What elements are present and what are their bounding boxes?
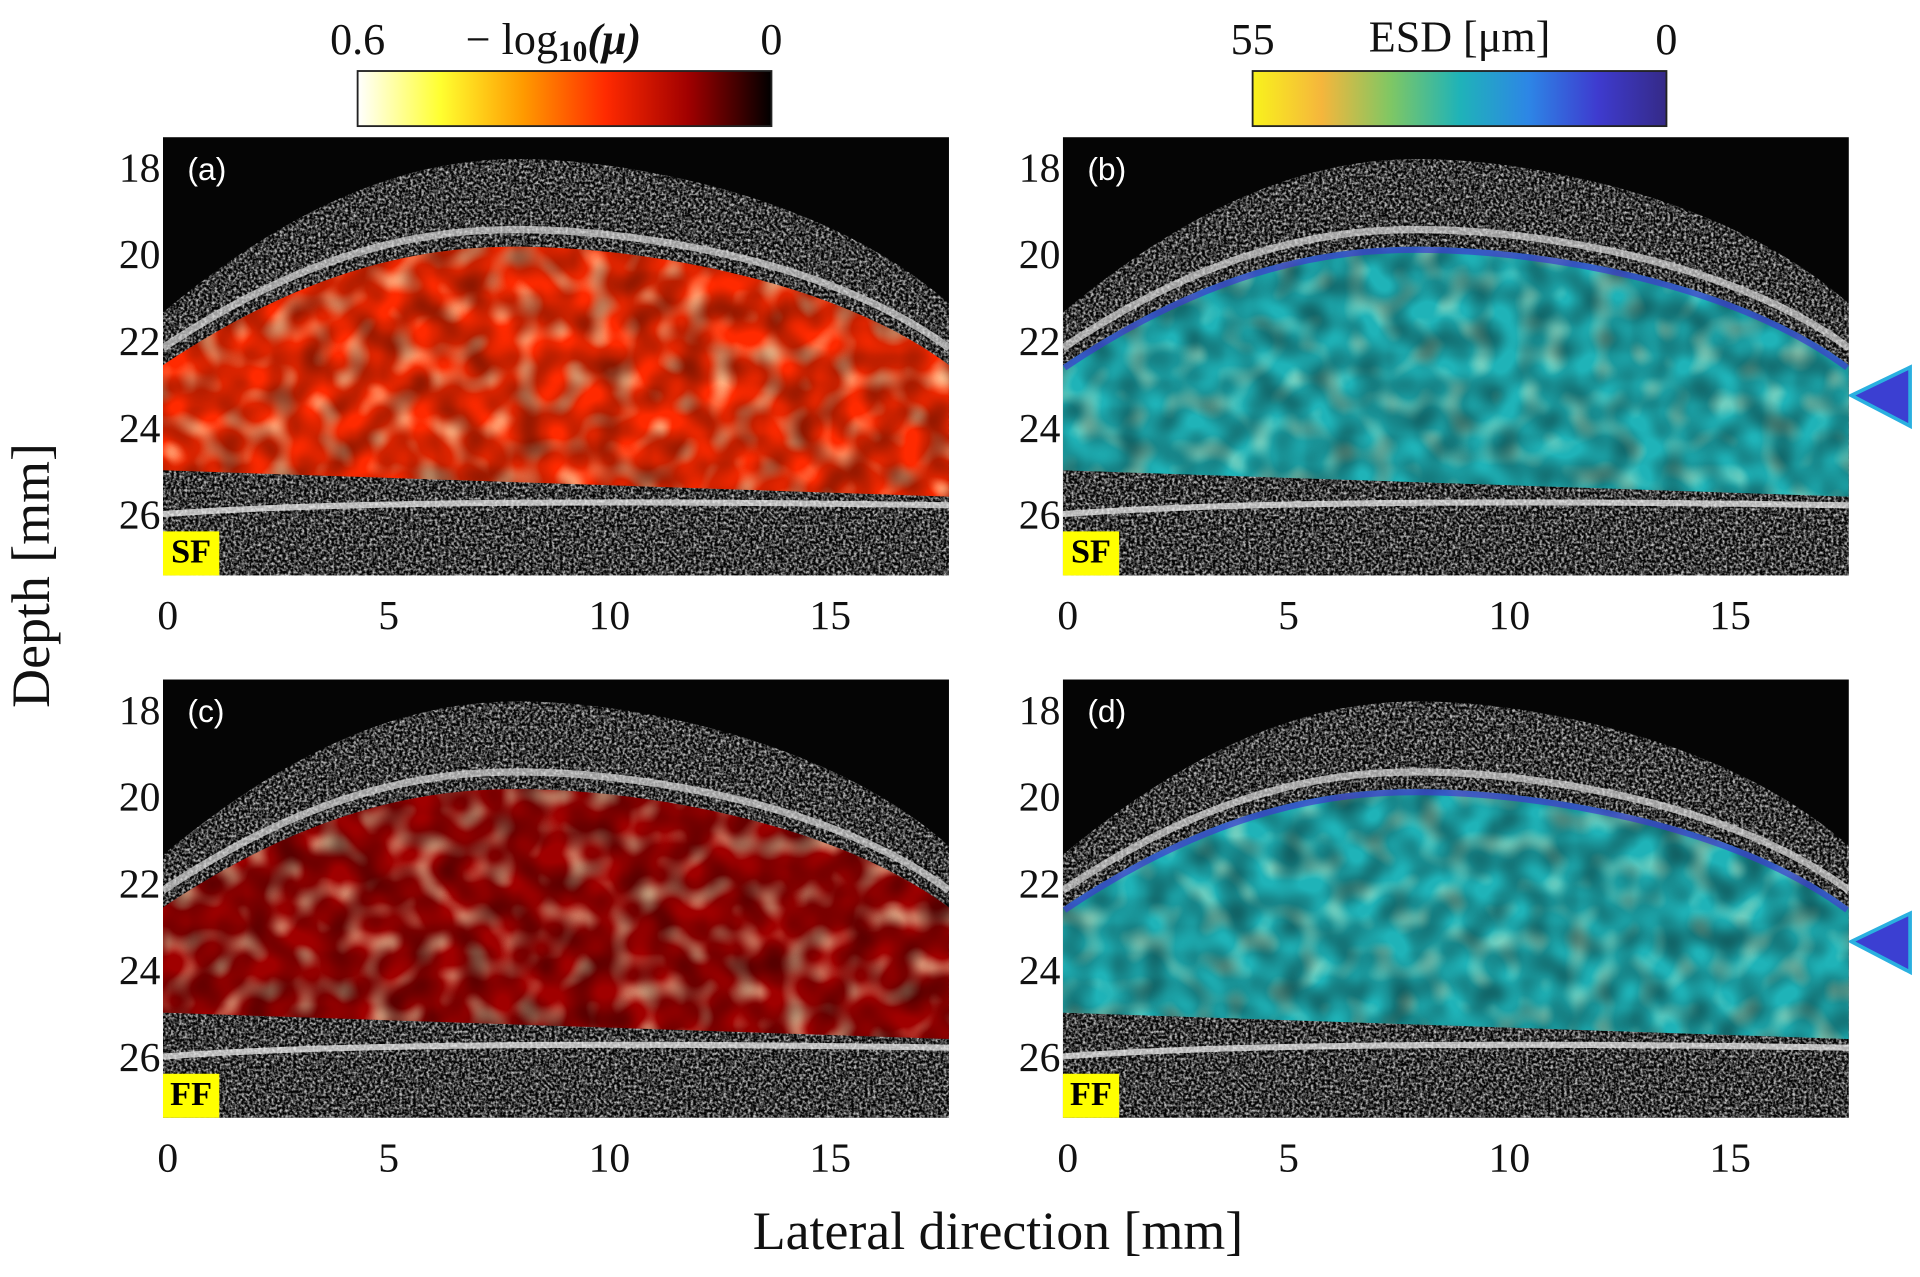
marker-arrow (1847, 364, 1912, 430)
x-tick-label: 0 (1057, 593, 1078, 639)
y-tick-label: 18 (1019, 688, 1061, 734)
x-tick-label: 0 (157, 1135, 178, 1181)
panel-label: (b) (1087, 151, 1126, 187)
colorbar-tick-label: 55 (1231, 15, 1275, 64)
colorbar-title-main: − log (466, 15, 558, 64)
panel-label: (d) (1087, 693, 1126, 729)
bottom-boundary (162, 499, 949, 518)
tissue-boundary (1062, 768, 1849, 894)
colorbar-tick-label: 0 (760, 15, 782, 64)
x-tick-label: 5 (1278, 1135, 1299, 1181)
tissue-boundary (1062, 225, 1849, 352)
y-tick-label: 20 (1019, 775, 1061, 821)
y-tick-label: 20 (119, 232, 161, 278)
y-tick-label: 18 (1019, 145, 1061, 191)
y-tick-label: 22 (119, 319, 161, 365)
y-tick-label: 24 (119, 948, 161, 994)
overlay-edge (1062, 789, 1849, 913)
bottom-boundary (1062, 1041, 1849, 1060)
y-tick-label: 24 (1019, 948, 1061, 994)
tag-label: FF (170, 1075, 212, 1113)
panel-label: (a) (187, 151, 226, 187)
marker-arrow (1847, 910, 1912, 976)
colorbar-title-tail: (μ) (587, 15, 641, 64)
tissue-boundary (162, 225, 949, 352)
colorbar (356, 70, 773, 128)
bottom-boundary (1062, 499, 1849, 518)
x-tick-label: 15 (1709, 593, 1751, 639)
y-tick-label: 24 (119, 406, 161, 452)
x-tick-label: 0 (157, 593, 178, 639)
image-panel: (a) SF (162, 137, 949, 576)
tag-box (162, 1073, 220, 1118)
tag-box (1062, 531, 1120, 576)
y-tick-label: 26 (119, 1035, 161, 1081)
x-tick-label: 5 (378, 1135, 399, 1181)
x-tick-label: 10 (589, 593, 631, 639)
colorbar-tick-label: 0.6 (330, 15, 385, 64)
y-tick-label: 20 (1019, 232, 1061, 278)
colorbar-tick-label: 0 (1655, 15, 1677, 64)
y-tick-label: 18 (119, 688, 161, 734)
x-tick-label: 15 (809, 593, 851, 639)
tag-label: FF (1070, 1075, 1112, 1113)
tag-box (162, 531, 220, 576)
colorbar-title: ESD [μm] (1369, 13, 1551, 62)
x-tick-label: 10 (1489, 1135, 1531, 1181)
y-tick-label: 26 (1019, 493, 1061, 539)
bottom-boundary (162, 1041, 949, 1060)
x-tick-label: 15 (1709, 1135, 1751, 1181)
x-axis-title: Lateral direction [mm] (753, 1201, 1244, 1261)
image-panel: (d) FF (1062, 679, 1849, 1118)
overlay-edge (1062, 246, 1849, 371)
x-tick-label: 5 (1278, 593, 1299, 639)
x-tick-label: 15 (809, 1135, 851, 1181)
image-panel: (b) SF (1062, 137, 1849, 576)
colorbar (1251, 70, 1668, 128)
y-tick-label: 22 (119, 861, 161, 907)
y-tick-label: 24 (1019, 406, 1061, 452)
y-tick-label: 20 (119, 775, 161, 821)
panel-label: (c) (187, 693, 224, 729)
x-tick-label: 10 (589, 1135, 631, 1181)
y-tick-label: 22 (1019, 861, 1061, 907)
tissue-boundary (162, 768, 949, 894)
x-tick-label: 0 (1057, 1135, 1078, 1181)
y-tick-label: 26 (119, 493, 161, 539)
y-axis-title: Depth [mm] (1, 443, 61, 708)
colorbar-title: − log10(μ) (466, 15, 641, 67)
colorbar-title-sub: 10 (558, 36, 587, 68)
image-panel: (c) FF (162, 679, 949, 1118)
tag-box (1062, 1073, 1120, 1118)
x-tick-label: 10 (1489, 593, 1531, 639)
y-tick-label: 22 (1019, 319, 1061, 365)
x-tick-label: 5 (378, 593, 399, 639)
y-tick-label: 26 (1019, 1035, 1061, 1081)
tag-label: SF (171, 532, 211, 570)
tag-label: SF (1071, 532, 1111, 570)
y-tick-label: 18 (119, 145, 161, 191)
